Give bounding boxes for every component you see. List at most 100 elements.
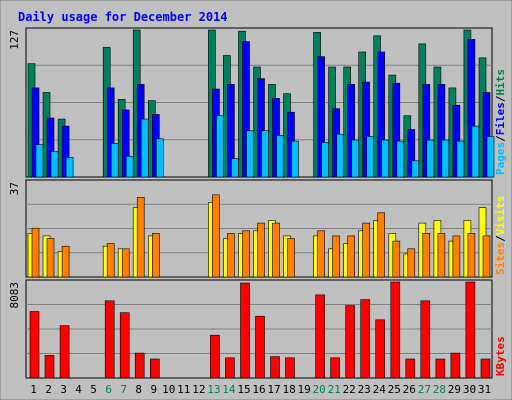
- bar-sites-day-14: [227, 233, 235, 278]
- bar-files-day-1: [31, 87, 40, 178]
- x-tick-day-26: 26: [403, 383, 416, 396]
- bar-sites-day-27: [422, 233, 431, 278]
- x-tick-day-17: 17: [267, 383, 280, 396]
- bar-files-day-14: [227, 84, 235, 178]
- x-tick-day-18: 18: [282, 383, 295, 396]
- chart-title: Daily usage for December 2014: [18, 10, 228, 24]
- bar-kbytes-day-7: [119, 312, 130, 379]
- bar-pages-day-14: [231, 158, 239, 178]
- x-tick-day-16: 16: [252, 383, 265, 396]
- bar-pages-day-6: [110, 143, 119, 178]
- bar-files-day-20: [317, 56, 325, 178]
- bar-pages-day-31: [486, 136, 495, 178]
- bar-files-day-23: [362, 81, 371, 178]
- bar-files-day-30: [467, 38, 476, 178]
- bar-sites-day-22: [347, 235, 356, 278]
- bar-sites-day-2: [46, 238, 55, 278]
- bar-sites-day-23: [362, 222, 371, 278]
- axis-label-kbytes: KBytes: [494, 336, 507, 376]
- bar-kbytes-day-26: [405, 358, 416, 379]
- scale-label-pfh: 127: [8, 30, 21, 50]
- bar-kbytes-day-8: [134, 352, 145, 379]
- x-axis-labels: 1 2 3 4 5 6 7 8 9 10 11 12 13 14 15 16 17 18 19 20 21 22 23 24 2…: [30, 383, 491, 396]
- bar-kbytes-day-9: [150, 358, 160, 379]
- axis-label-hits: Hits: [494, 69, 507, 96]
- bar-kbytes-day-6: [104, 300, 115, 379]
- axis-label-separator: /: [494, 135, 507, 142]
- bar-pages-day-24: [381, 139, 390, 178]
- x-tick-day-31: 31: [478, 383, 491, 396]
- bar-kbytes-day-22: [345, 305, 356, 379]
- bar-files-day-28: [437, 84, 446, 178]
- bar-files-day-22: [347, 84, 356, 178]
- x-tick-day-5: 5: [90, 383, 97, 396]
- bar-sites-day-25: [392, 240, 401, 278]
- bar-kbytes-day-30: [465, 281, 476, 379]
- bar-pages-day-16: [261, 130, 269, 178]
- bar-kbytes-day-20: [315, 294, 325, 379]
- x-tick-day-11: 11: [177, 383, 190, 396]
- x-tick-day-23: 23: [358, 383, 371, 396]
- bar-sites-day-31: [482, 235, 491, 278]
- bar-kbytes-day-16: [255, 315, 265, 379]
- x-tick-day-9: 9: [150, 383, 157, 396]
- bar-sites-day-13: [212, 194, 220, 278]
- x-tick-day-29: 29: [448, 383, 461, 396]
- axis-label-separator: /: [494, 95, 507, 102]
- bar-pages-day-3: [65, 157, 74, 178]
- x-tick-day-21: 21: [328, 383, 341, 396]
- x-tick-day-3: 3: [60, 383, 67, 396]
- bar-kbytes-day-23: [360, 299, 371, 379]
- bar-sites-day-29: [452, 235, 461, 278]
- bar-files-day-25: [392, 82, 401, 178]
- bar-kbytes-day-2: [44, 355, 55, 379]
- bar-files-day-2: [46, 117, 55, 178]
- bar-sites-day-17: [272, 222, 280, 278]
- bar-sites-day-7: [121, 248, 130, 278]
- bar-kbytes-day-28: [435, 358, 446, 379]
- x-tick-day-19: 19: [297, 383, 310, 396]
- bar-pages-day-21: [336, 133, 344, 178]
- axis-label-sv: Sites/Visits: [494, 196, 507, 276]
- x-tick-day-8: 8: [135, 383, 142, 396]
- x-tick-day-15: 15: [237, 383, 250, 396]
- bar-pages-day-28: [441, 139, 450, 178]
- x-tick-day-24: 24: [373, 383, 387, 396]
- bar-pages-day-26: [411, 160, 420, 178]
- bar-kbytes-day-25: [390, 281, 401, 379]
- x-tick-day-12: 12: [192, 383, 205, 396]
- x-tick-day-13: 13: [207, 383, 220, 396]
- bar-kbytes-day-29: [450, 352, 461, 379]
- axis-label-files: Files: [494, 102, 507, 135]
- bar-files-day-26: [407, 129, 416, 178]
- bar-kbytes-day-24: [375, 319, 386, 379]
- panel-sv: 37 Sites/Visits: [8, 179, 507, 278]
- bar-pages-day-15: [246, 130, 254, 178]
- bar-kbytes-day-15: [240, 282, 250, 379]
- x-tick-day-4: 4: [75, 383, 82, 396]
- bar-sites-day-3: [61, 245, 70, 278]
- x-tick-day-20: 20: [312, 383, 325, 396]
- bar-kbytes-day-21: [330, 357, 340, 379]
- bar-kbytes-day-31: [480, 358, 491, 379]
- bar-kbytes-day-1: [29, 311, 40, 379]
- bar-pages-day-2: [50, 151, 59, 178]
- bar-sites-day-16: [257, 222, 265, 278]
- bar-files-day-27: [422, 84, 431, 178]
- bar-kbytes-day-3: [59, 325, 70, 379]
- bar-pages-day-25: [396, 140, 405, 178]
- bar-pages-day-9: [156, 138, 164, 178]
- bar-pages-day-1: [35, 144, 44, 178]
- axis-label-sites: Sites: [494, 242, 507, 275]
- x-tick-day-27: 27: [418, 383, 431, 396]
- scale-label-kb: 8083: [8, 282, 21, 309]
- bar-sites-day-20: [317, 230, 325, 278]
- bar-sites-day-24: [377, 212, 386, 278]
- bar-files-day-15: [242, 41, 250, 178]
- bar-sites-day-28: [437, 233, 446, 278]
- bar-kbytes-day-18: [285, 357, 295, 379]
- bar-sites-day-30: [467, 233, 476, 278]
- axis-label-separator: /: [494, 235, 507, 242]
